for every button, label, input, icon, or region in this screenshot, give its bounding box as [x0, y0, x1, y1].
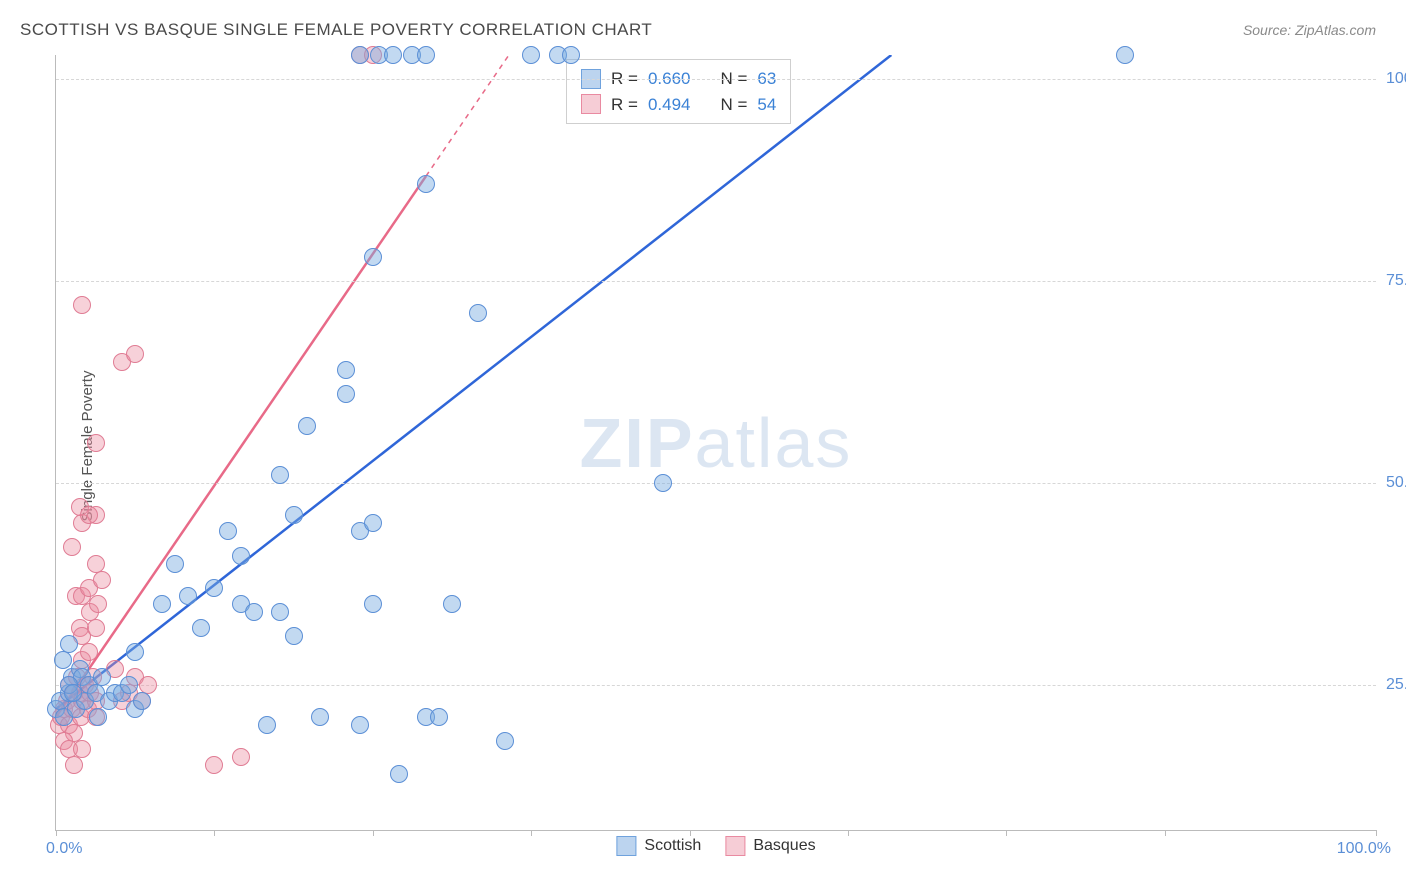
y-tick-label: 100.0% [1386, 70, 1406, 88]
scatter-point-scottish [93, 668, 111, 686]
y-tick-label: 25.0% [1386, 676, 1406, 694]
scatter-point-basques [93, 571, 111, 589]
scatter-point-scottish [654, 474, 672, 492]
scatter-point-basques [80, 643, 98, 661]
grid-line [56, 685, 1376, 686]
scatter-point-scottish [298, 417, 316, 435]
scatter-point-basques [89, 595, 107, 613]
n-label: N = [720, 92, 747, 118]
scatter-point-scottish [364, 514, 382, 532]
swatch-basques [581, 94, 601, 114]
grid-line [56, 483, 1376, 484]
scatter-point-basques [232, 748, 250, 766]
swatch-basques [725, 836, 745, 856]
scatter-point-scottish [205, 579, 223, 597]
legend-item-scottish: Scottish [616, 836, 701, 856]
scatter-point-scottish [522, 46, 540, 64]
scatter-point-scottish [430, 708, 448, 726]
x-tick-right: 100.0% [1337, 840, 1391, 858]
stats-legend: R = 0.660 N = 63 R = 0.494 N = 54 [566, 59, 791, 124]
scatter-point-scottish [417, 46, 435, 64]
scatter-point-scottish [219, 522, 237, 540]
scatter-point-scottish [351, 46, 369, 64]
scatter-point-scottish [390, 765, 408, 783]
scatter-point-scottish [179, 587, 197, 605]
scatter-point-scottish [258, 716, 276, 734]
y-tick-label: 75.0% [1386, 272, 1406, 290]
scatter-point-scottish [126, 643, 144, 661]
y-tick-label: 50.0% [1386, 474, 1406, 492]
legend-label-basques: Basques [753, 837, 815, 855]
scatter-point-scottish [153, 595, 171, 613]
scatter-point-scottish [562, 46, 580, 64]
x-tick-mark [848, 830, 849, 836]
scatter-point-scottish [285, 506, 303, 524]
scatter-point-scottish [384, 46, 402, 64]
legend-label-scottish: Scottish [644, 837, 701, 855]
scatter-point-basques [87, 434, 105, 452]
x-tick-mark [373, 830, 374, 836]
r-label: R = [611, 92, 638, 118]
scatter-point-scottish [192, 619, 210, 637]
scatter-point-scottish [166, 555, 184, 573]
x-tick-mark [1376, 830, 1377, 836]
chart-source: Source: ZipAtlas.com [1243, 22, 1376, 38]
scatter-point-basques [126, 345, 144, 363]
scatter-point-basques [73, 740, 91, 758]
plot-area: ZIPatlas 0.0% 100.0% R = 0.660 N = 63 R … [55, 55, 1376, 831]
scatter-point-scottish [337, 361, 355, 379]
r-value-basques: 0.494 [648, 92, 691, 118]
scatter-point-scottish [60, 635, 78, 653]
scatter-point-scottish [271, 466, 289, 484]
scatter-point-scottish [443, 595, 461, 613]
scatter-point-scottish [120, 676, 138, 694]
scatter-point-scottish [89, 708, 107, 726]
scatter-point-scottish [54, 651, 72, 669]
scatter-point-scottish [364, 595, 382, 613]
scatter-point-scottish [64, 684, 82, 702]
x-tick-left: 0.0% [46, 840, 82, 858]
x-tick-mark [1165, 830, 1166, 836]
stats-row-basques: R = 0.494 N = 54 [581, 92, 776, 118]
watermark: ZIPatlas [580, 403, 853, 483]
x-tick-mark [690, 830, 691, 836]
scatter-point-basques [73, 296, 91, 314]
scatter-point-scottish [271, 603, 289, 621]
scatter-point-scottish [417, 175, 435, 193]
bottom-legend: Scottish Basques [616, 836, 815, 856]
scatter-point-basques [65, 756, 83, 774]
x-tick-mark [56, 830, 57, 836]
scatter-point-basques [87, 619, 105, 637]
grid-line [56, 79, 1376, 80]
scatter-point-scottish [232, 547, 250, 565]
scatter-point-scottish [133, 692, 151, 710]
scatter-point-scottish [496, 732, 514, 750]
scatter-point-scottish [469, 304, 487, 322]
x-tick-mark [214, 830, 215, 836]
legend-item-basques: Basques [725, 836, 815, 856]
scatter-point-basques [63, 538, 81, 556]
scatter-point-scottish [337, 385, 355, 403]
scatter-point-scottish [351, 716, 369, 734]
scatter-point-scottish [311, 708, 329, 726]
scatter-point-scottish [285, 627, 303, 645]
scatter-point-scottish [1116, 46, 1134, 64]
grid-line [56, 281, 1376, 282]
scatter-point-scottish [245, 603, 263, 621]
regression-lines-svg [56, 55, 1376, 830]
chart-title: SCOTTISH VS BASQUE SINGLE FEMALE POVERTY… [20, 20, 652, 40]
swatch-scottish [616, 836, 636, 856]
scatter-point-basques [205, 756, 223, 774]
x-tick-mark [531, 830, 532, 836]
x-tick-mark [1006, 830, 1007, 836]
n-value-basques: 54 [757, 92, 776, 118]
scatter-point-basques [80, 506, 98, 524]
scatter-point-scottish [364, 248, 382, 266]
